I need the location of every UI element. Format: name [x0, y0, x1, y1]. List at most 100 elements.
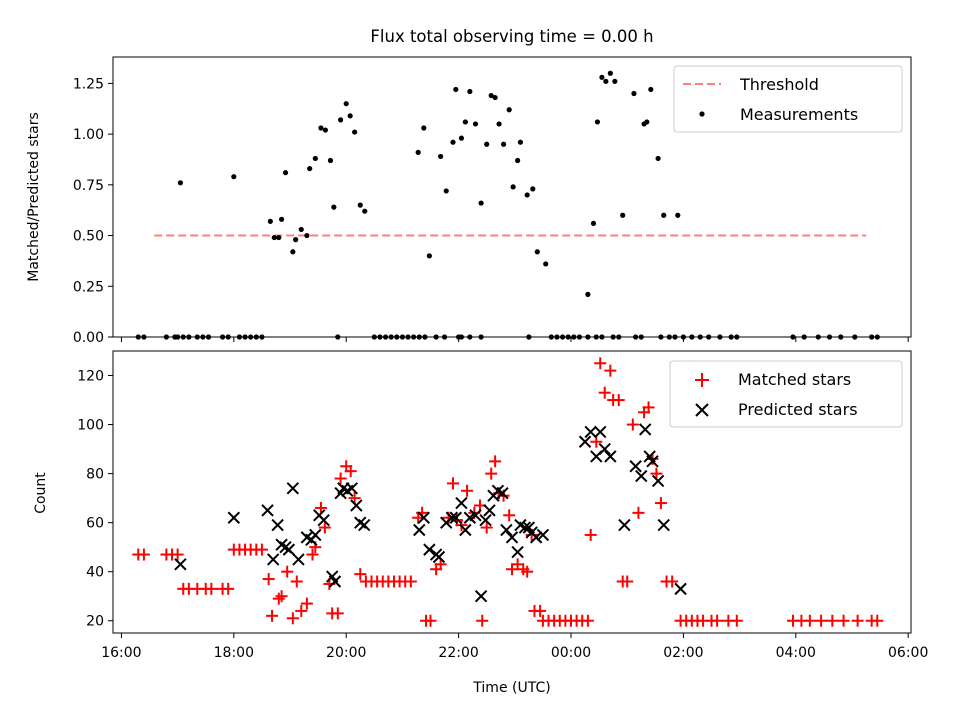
predicted-star-stroke — [325, 570, 339, 583]
predicted-star-stroke — [345, 482, 359, 495]
predicted-star-stroke — [646, 455, 659, 468]
matched-star-point — [851, 614, 864, 627]
matched-star-point — [222, 582, 235, 595]
predicted-star-point — [594, 425, 607, 439]
matched-star-point — [272, 592, 285, 605]
predicted-star-point — [432, 550, 446, 564]
bottom-xtick-label: 06:00 — [888, 645, 928, 661]
matched-star-point — [521, 565, 534, 578]
measurement-point — [415, 149, 421, 155]
predicted-star-point — [518, 521, 532, 534]
matched-star-point — [295, 604, 308, 617]
bottom-xtick-label: 20:00 — [326, 645, 366, 661]
measurement-point — [347, 113, 353, 119]
predicted-star-point — [328, 575, 342, 588]
measurement-point — [458, 135, 465, 141]
predicted-star-point — [357, 518, 371, 532]
predicted-star-point — [345, 482, 359, 495]
measurement-point — [282, 170, 289, 176]
predicted-star-point — [584, 425, 597, 439]
measurement-point — [484, 141, 490, 147]
predicted-star-stroke — [522, 521, 536, 534]
measurement-point — [585, 291, 591, 297]
matched-star-point — [255, 543, 268, 556]
measurement-point — [644, 119, 650, 125]
matched-star-point — [262, 573, 275, 586]
predicted-star-stroke — [594, 425, 607, 439]
measurement-point — [318, 125, 324, 131]
matched-star-point — [300, 597, 313, 610]
measurement-point — [293, 237, 299, 243]
measurement-point — [304, 232, 310, 239]
matched-star-point — [480, 521, 493, 534]
measurement-point — [331, 204, 337, 210]
measurement-point — [590, 220, 597, 226]
top-yticks: 0.00 0.25 0.50 0.75 1.00 1.25 — [73, 76, 113, 346]
predicted-star-stroke — [357, 518, 371, 532]
top-plot-frame — [112, 56, 912, 338]
predicted-star-point — [511, 545, 524, 559]
matched-star-point — [424, 614, 437, 627]
matched-star-point — [314, 501, 327, 514]
predicted-star-point — [423, 543, 436, 556]
predicted-star-stroke — [174, 558, 187, 571]
matched-star-point — [286, 612, 299, 625]
measurement-point — [620, 212, 626, 218]
measurement-point — [231, 174, 237, 180]
predicted-star-stroke — [618, 518, 631, 532]
predicted-star-point — [413, 523, 426, 537]
matched-star-point — [266, 609, 279, 622]
top-ytick-label: 0.25 — [73, 279, 104, 295]
top-legend-box — [673, 65, 903, 133]
predicted-star-point — [417, 511, 430, 524]
matched-star-point — [650, 467, 663, 480]
predicted-star-point — [500, 523, 513, 537]
predicted-star-point — [449, 511, 463, 524]
matched-star-point — [612, 394, 625, 407]
measurement-point — [612, 78, 618, 84]
bottom-xtick-label: 04:00 — [776, 645, 816, 661]
matched-star-point — [871, 614, 884, 627]
measurement-point — [543, 261, 549, 267]
predicted-star-stroke — [483, 504, 496, 517]
predicted-stars-points — [174, 423, 687, 603]
predicted-star-stroke — [651, 474, 665, 488]
predicted-star-stroke — [657, 518, 670, 532]
measurement-point — [322, 127, 329, 133]
predicted-star-point — [479, 513, 492, 527]
predicted-star-point — [474, 590, 488, 603]
predicted-star-point — [674, 582, 687, 596]
matched-star-point — [730, 614, 743, 627]
measurement-points — [135, 70, 880, 340]
predicted-star-stroke — [604, 450, 617, 463]
bottom-plot-frame — [112, 350, 912, 634]
measurement-point — [500, 141, 507, 147]
predicted-star-stroke — [350, 499, 363, 512]
predicted-star-stroke — [511, 545, 524, 559]
predicted-star-stroke — [635, 469, 648, 483]
predicted-star-stroke — [432, 550, 446, 564]
measurement-point — [337, 117, 344, 123]
predicted-star-point — [286, 482, 300, 495]
predicted-star-stroke — [536, 528, 550, 542]
predicted-star-point — [651, 474, 665, 488]
matched-star-point — [632, 506, 645, 519]
count-panel: 20 40 60 80 100 120 16:00 18:00 20:00 22:00 00:00… — [33, 350, 928, 696]
predicted-star-stroke — [674, 582, 687, 596]
predicted-star-point — [227, 511, 241, 524]
measurement-point — [515, 157, 521, 164]
matched-star-point — [711, 614, 724, 627]
legend-matched-label: Matched stars — [738, 370, 851, 389]
matched-star-point — [290, 575, 303, 588]
bottom-xtick-label: 22:00 — [438, 645, 478, 661]
measurement-point — [492, 94, 498, 101]
measurement-point — [607, 70, 613, 76]
matched-star-point — [534, 604, 547, 617]
predicted-star-stroke — [292, 553, 305, 566]
predicted-star-stroke — [505, 531, 519, 544]
matched-star-point — [354, 568, 367, 581]
measurement-point — [362, 208, 368, 214]
measurement-point — [290, 249, 296, 255]
bottom-ytick-label: 40 — [86, 565, 104, 581]
matched-star-point — [584, 528, 597, 541]
